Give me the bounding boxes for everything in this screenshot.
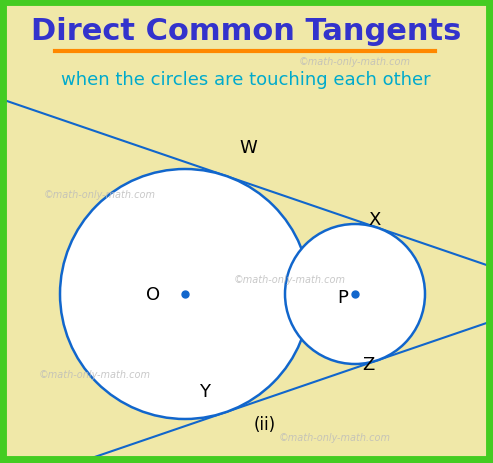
Text: (ii): (ii) bbox=[254, 415, 276, 433]
Text: W: W bbox=[239, 139, 257, 156]
Text: ©math-only-math.com: ©math-only-math.com bbox=[39, 369, 151, 379]
Text: ©math-only-math.com: ©math-only-math.com bbox=[299, 57, 411, 67]
Text: Direct Common Tangents: Direct Common Tangents bbox=[31, 18, 461, 46]
Text: Z: Z bbox=[362, 355, 374, 373]
Text: ©math-only-math.com: ©math-only-math.com bbox=[44, 189, 156, 200]
Text: O: O bbox=[146, 285, 160, 303]
Text: Y: Y bbox=[200, 382, 211, 400]
Text: P: P bbox=[337, 288, 348, 307]
Circle shape bbox=[60, 169, 310, 419]
Text: ©math-only-math.com: ©math-only-math.com bbox=[234, 275, 346, 284]
Text: when the circles are touching each other: when the circles are touching each other bbox=[61, 71, 431, 89]
Circle shape bbox=[285, 225, 425, 364]
Text: ©math-only-math.com: ©math-only-math.com bbox=[279, 432, 391, 442]
Text: X: X bbox=[369, 211, 381, 229]
